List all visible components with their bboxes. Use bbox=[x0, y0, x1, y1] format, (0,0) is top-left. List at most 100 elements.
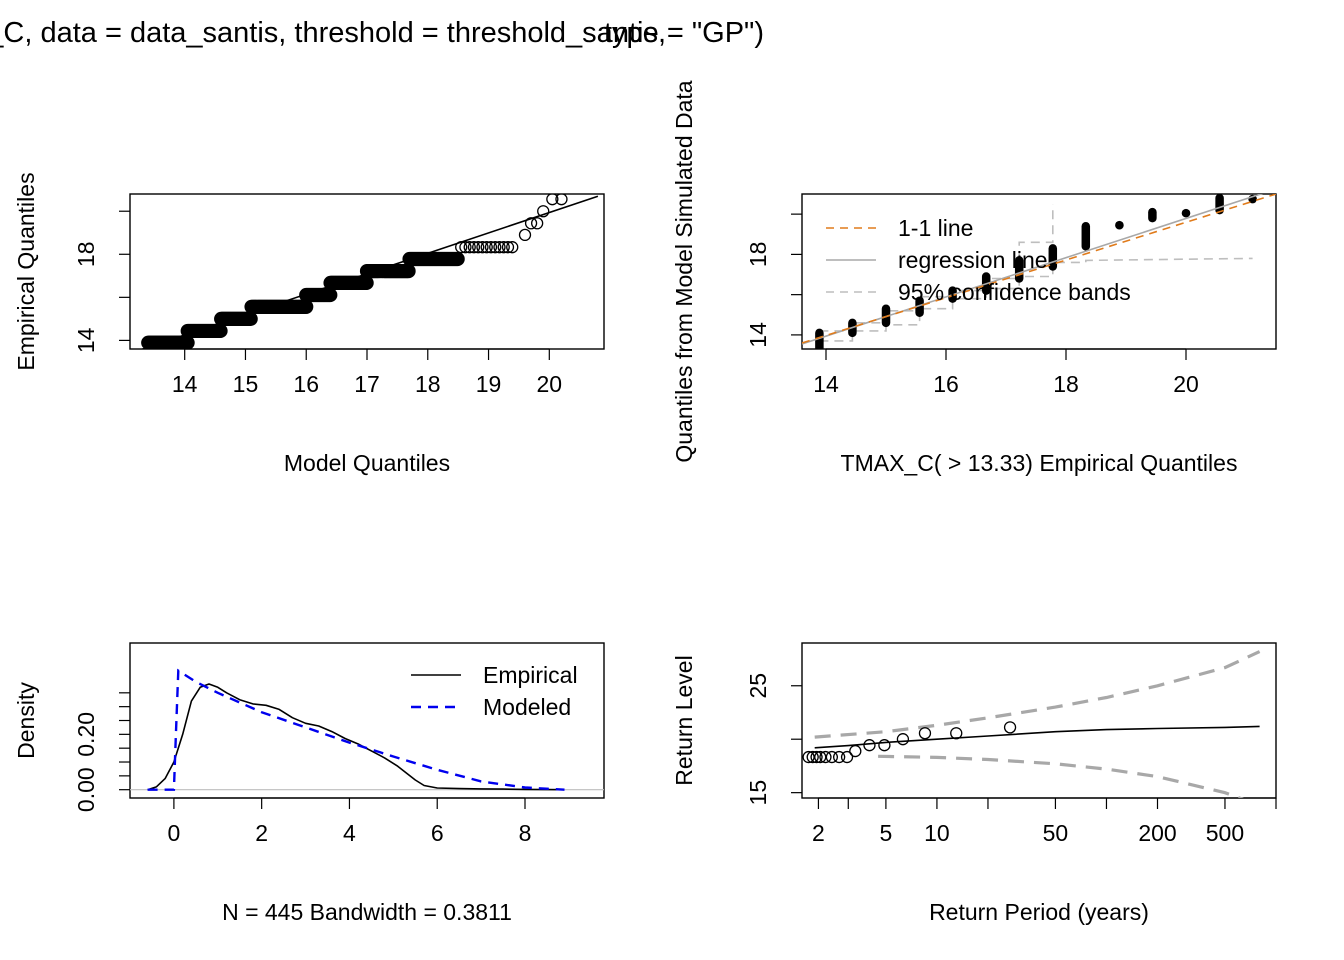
x-tick-label: 14 bbox=[813, 371, 839, 397]
modeled-density-line bbox=[147, 668, 565, 791]
qq-point bbox=[493, 241, 506, 254]
plot-area bbox=[130, 668, 604, 791]
qq-plot-simulated-panel: 14 16 18 20 14 18 TMAX_C( > 13.33) Empirical Q… bbox=[671, 80, 1277, 476]
lower-ci-line bbox=[878, 754, 1244, 798]
y-axis-label: Quantiles from Model Simulated Data bbox=[671, 80, 697, 462]
y-tick-label: 14 bbox=[73, 327, 99, 353]
y-tick-label: 14 bbox=[745, 322, 771, 348]
qq-point bbox=[450, 251, 465, 267]
qq-point bbox=[518, 228, 532, 242]
return-level-point bbox=[896, 733, 910, 746]
x-tick-label: 2 bbox=[255, 820, 268, 846]
return-level-point bbox=[832, 750, 846, 764]
legend: Empirical Modeled bbox=[411, 662, 578, 720]
legend-label: 95% confidence bands bbox=[898, 279, 1131, 305]
qq-point bbox=[472, 241, 485, 254]
qq-point bbox=[484, 241, 498, 254]
figure-title-right: type = "GP") bbox=[604, 17, 764, 49]
legend-label: Modeled bbox=[483, 694, 571, 720]
y-tick-label: 15 bbox=[745, 780, 771, 806]
qq-point bbox=[497, 241, 510, 254]
x-tick-label: 10 bbox=[924, 820, 950, 846]
qq-point bbox=[555, 194, 568, 206]
return-level-point bbox=[918, 727, 932, 740]
qq-point bbox=[531, 217, 544, 230]
y-tick-label: 0.20 bbox=[73, 712, 99, 757]
x-tick-label: 17 bbox=[354, 371, 380, 397]
plot-area bbox=[140, 182, 599, 349]
x-tick-label: 8 bbox=[519, 820, 532, 846]
qq-point bbox=[455, 241, 468, 254]
x-tick-label: 18 bbox=[415, 371, 441, 397]
return-level-point bbox=[819, 750, 832, 764]
x-tick-label: 20 bbox=[1173, 371, 1199, 397]
x-axis-label: TMAX_C( > 13.33) Empirical Quantiles bbox=[841, 450, 1238, 476]
return-level-point bbox=[806, 750, 819, 764]
x-axis-label: Model Quantiles bbox=[284, 450, 450, 476]
return-level-point bbox=[810, 750, 823, 764]
qq-point bbox=[480, 241, 493, 254]
qq-point bbox=[546, 194, 559, 206]
y-tick-label: 18 bbox=[73, 241, 99, 267]
x-tick-label: 500 bbox=[1206, 820, 1244, 846]
x-axis-label: N = 445 Bandwidth = 0.3811 bbox=[222, 899, 512, 925]
regression-line bbox=[802, 194, 1264, 345]
x-tick-label: 200 bbox=[1138, 820, 1176, 846]
y-axis-label: Empirical Quantiles bbox=[13, 172, 39, 370]
qq-point bbox=[463, 241, 476, 254]
legend-label: regression line bbox=[898, 247, 1048, 273]
return-level-point bbox=[950, 727, 963, 740]
density-plot-panel: 0 2 4 6 8 0.00 0.20 N = 445 Bandwidth = 0.3811 D… bbox=[13, 642, 605, 925]
x-tick-label: 16 bbox=[933, 371, 959, 397]
y-tick-label: 18 bbox=[745, 242, 771, 268]
qq-point bbox=[506, 241, 519, 254]
qq-plot-model-panel: 14 15 16 17 18 19 20 14 18 Model Quantiles Empiric… bbox=[13, 172, 605, 476]
x-tick-label: 2 bbox=[812, 820, 825, 846]
x-tick-label: 4 bbox=[343, 820, 356, 846]
return-level-point bbox=[878, 739, 891, 752]
qq-point bbox=[501, 241, 515, 254]
return-level-point bbox=[840, 750, 854, 764]
simulated-point bbox=[1115, 220, 1124, 230]
qq-point bbox=[489, 241, 502, 254]
plot-area bbox=[802, 194, 1276, 349]
x-tick-label: 20 bbox=[537, 371, 563, 397]
legend-label: Empirical bbox=[483, 662, 578, 688]
return-level-point bbox=[825, 750, 839, 764]
legend-label: 1-1 line bbox=[898, 215, 973, 241]
x-tick-label: 50 bbox=[1043, 820, 1069, 846]
x-tick-label: 5 bbox=[879, 820, 892, 846]
qq-point bbox=[574, 182, 585, 193]
figure-title-left: fevd(x = TMAX_C, data = data_santis, thr… bbox=[0, 17, 666, 49]
x-tick-label: 19 bbox=[476, 371, 502, 397]
y-tick-label: 25 bbox=[745, 673, 771, 699]
x-tick-label: 0 bbox=[167, 820, 180, 846]
return-level-point bbox=[1003, 721, 1017, 734]
qq-point bbox=[476, 241, 489, 254]
qq-point bbox=[524, 217, 538, 230]
simulated-point bbox=[1181, 208, 1191, 218]
qq-point bbox=[467, 241, 481, 254]
x-tick-label: 14 bbox=[172, 371, 198, 397]
y-tick-label: 0.00 bbox=[73, 767, 99, 812]
x-tick-label: 16 bbox=[293, 371, 319, 397]
plot-area bbox=[802, 650, 1261, 798]
plot-frame bbox=[801, 642, 1277, 799]
return-level-estimate-line bbox=[814, 725, 1260, 749]
qq-point bbox=[459, 241, 472, 254]
x-axis-label: Return Period (years) bbox=[929, 899, 1149, 925]
x-tick-label: 6 bbox=[431, 820, 444, 846]
empirical-density-line bbox=[147, 683, 565, 791]
legend: 1-1 line regression line 95% confidence ba… bbox=[826, 215, 1131, 305]
upper-ci-line bbox=[814, 650, 1261, 739]
y-axis-label: Density bbox=[13, 682, 39, 759]
x-tick-label: 15 bbox=[233, 371, 259, 397]
qq-point bbox=[537, 205, 550, 218]
return-level-point bbox=[849, 744, 862, 758]
return-level-point bbox=[863, 739, 876, 752]
x-tick-label: 18 bbox=[1053, 371, 1079, 397]
y-axis-label: Return Level bbox=[671, 655, 697, 785]
